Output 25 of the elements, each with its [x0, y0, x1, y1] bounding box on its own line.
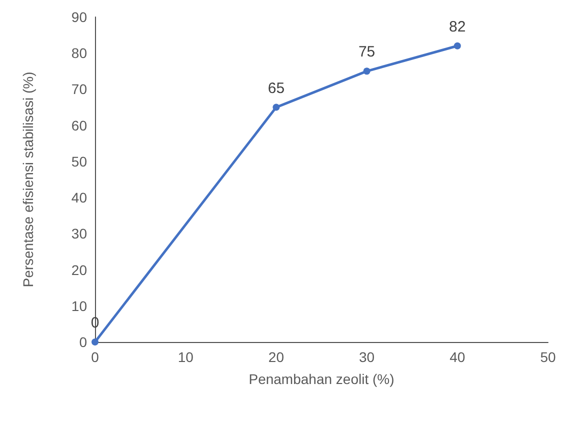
point: [272, 104, 280, 111]
y-tick-label: 50: [71, 153, 88, 170]
y-tick-label: 90: [71, 9, 88, 25]
point: [454, 42, 461, 50]
y-axis-title: Persentase efisiensi stabilisasi (%): [20, 72, 36, 288]
y-tick-label: 80: [71, 45, 88, 62]
x-tick-label: 30: [359, 349, 375, 365]
x-tick-label: 20: [268, 349, 284, 365]
x-axis-title: Penambahan zeolit (%): [248, 371, 394, 387]
data-label: 75: [358, 44, 376, 61]
x-tick-label: 40: [450, 349, 466, 365]
data-label: 82: [449, 18, 466, 36]
x-tick-label: 10: [178, 349, 194, 365]
y-tick-label: 60: [71, 117, 88, 134]
x-tick-label: 50: [540, 349, 556, 365]
y-tick-label: 40: [71, 190, 88, 206]
y-tick-label: 0: [79, 334, 88, 350]
data-label: 65: [268, 80, 285, 97]
x-tick-label: 0: [91, 349, 100, 365]
y-tick-label: 70: [71, 81, 88, 98]
point: [92, 338, 98, 346]
y-tick-label: 10: [71, 298, 88, 314]
y-tick-label: 30: [71, 226, 88, 242]
y-tick-label: 20: [71, 262, 88, 278]
point: [363, 68, 370, 75]
